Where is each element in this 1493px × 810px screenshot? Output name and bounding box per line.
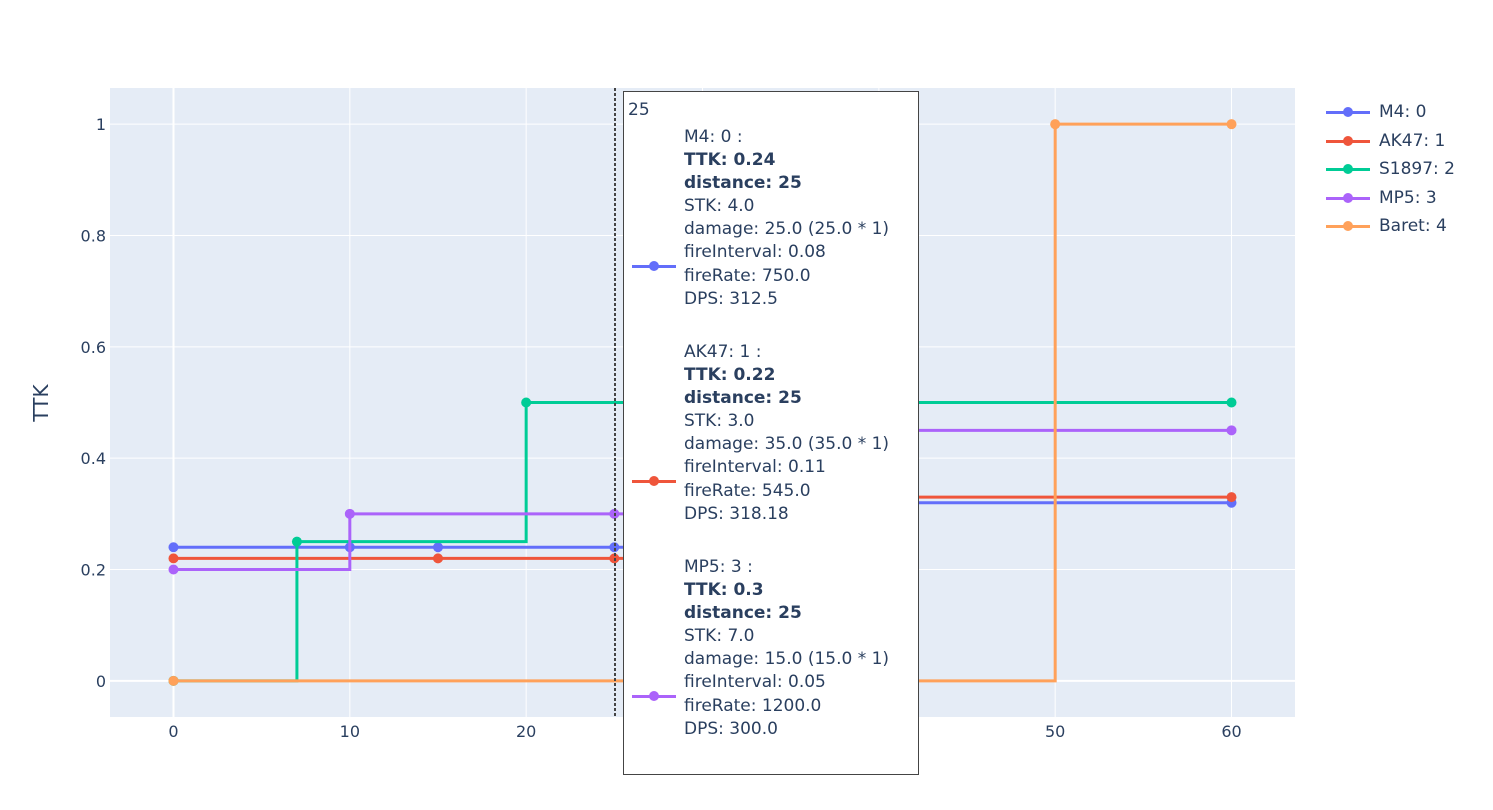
legend-item-s1897[interactable]: S1897: 2 — [1326, 155, 1455, 184]
legend-label: MP5: 3 — [1379, 187, 1437, 208]
hover-distance: distance: 25 — [684, 603, 802, 624]
hover-stk: STK: 3.0 — [684, 411, 755, 432]
y-tick-label: 0 — [96, 672, 106, 691]
y-tick-label: 0.4 — [81, 449, 106, 468]
hover-ttk: TTK: 0.3 — [684, 580, 764, 601]
data-point[interactable] — [168, 542, 179, 553]
data-point[interactable] — [521, 397, 532, 408]
legend: M4: 0 AK47: 1 S1897: 2 MP5: 3 Baret: 4 — [1326, 98, 1455, 241]
x-tick-label: 10 — [340, 722, 360, 741]
data-point[interactable] — [1226, 119, 1237, 130]
series-marker-icon — [632, 260, 676, 272]
hover-stk: STK: 7.0 — [684, 626, 755, 647]
data-point[interactable] — [432, 542, 443, 553]
hover-distance: distance: 25 — [684, 173, 802, 194]
y-axis-title: TTK — [29, 384, 53, 423]
y-tick-label: 0.6 — [81, 338, 106, 357]
hover-damage: damage: 35.0 (35.0 * 1) — [684, 434, 890, 455]
hover-dps: DPS: 312.5 — [684, 288, 778, 309]
legend-swatch-icon — [1326, 188, 1370, 208]
series-marker-icon — [632, 690, 676, 702]
data-point[interactable] — [168, 675, 179, 686]
y-tick-label: 0.8 — [81, 227, 106, 246]
data-point[interactable] — [1050, 119, 1061, 130]
legend-swatch-icon — [1326, 216, 1370, 236]
legend-item-m4[interactable]: M4: 0 — [1326, 98, 1455, 127]
hover-stk: STK: 4.0 — [684, 196, 755, 217]
hover-x-value: 25 — [628, 100, 650, 120]
hover-fire-rate: fireRate: 1200.0 — [684, 695, 822, 716]
legend-item-ak47[interactable]: AK47: 1 — [1326, 127, 1455, 156]
legend-item-mp5[interactable]: MP5: 3 — [1326, 184, 1455, 213]
hover-fire-interval: fireInterval: 0.05 — [684, 672, 826, 693]
data-point[interactable] — [291, 536, 302, 547]
data-point[interactable] — [609, 542, 620, 553]
x-tick-label: 0 — [168, 722, 178, 741]
y-tick-label: 1 — [96, 115, 106, 134]
legend-swatch-icon — [1326, 102, 1370, 122]
hover-header: AK47: 1 : — [684, 342, 762, 362]
data-point[interactable] — [168, 564, 179, 575]
hover-fire-rate: fireRate: 750.0 — [684, 265, 811, 286]
hover-dps: DPS: 318.18 — [684, 503, 789, 524]
legend-label: AK47: 1 — [1379, 130, 1446, 151]
hover-tooltip: 25 M4: 0 : TTK: 0.24 distance: 25 STK: 4… — [623, 91, 919, 775]
legend-label: M4: 0 — [1379, 102, 1427, 123]
legend-swatch-icon — [1326, 131, 1370, 151]
hover-dps: DPS: 300.0 — [684, 718, 778, 739]
y-tick-labels: 0 0.2 0.4 0.6 0.8 1 — [81, 115, 106, 691]
data-point[interactable] — [1226, 425, 1237, 436]
x-tick-label: 20 — [516, 722, 536, 741]
data-point[interactable] — [344, 508, 355, 519]
x-tick-label: 50 — [1045, 722, 1065, 741]
legend-label: S1897: 2 — [1379, 159, 1456, 180]
data-point[interactable] — [168, 553, 179, 564]
data-point[interactable] — [432, 553, 443, 564]
hover-fire-rate: fireRate: 545.0 — [684, 480, 811, 501]
data-point[interactable] — [1226, 397, 1237, 408]
hover-header: MP5: 3 : — [684, 557, 753, 577]
series-marker-icon — [632, 475, 676, 487]
hover-damage: damage: 15.0 (15.0 * 1) — [684, 649, 890, 670]
hover-distance: distance: 25 — [684, 388, 802, 409]
hover-fire-interval: fireInterval: 0.11 — [684, 457, 826, 478]
hover-damage: damage: 25.0 (25.0 * 1) — [684, 219, 890, 240]
legend-item-baret[interactable]: Baret: 4 — [1326, 212, 1455, 241]
hover-header: M4: 0 : — [684, 127, 743, 147]
hover-ttk: TTK: 0.24 — [684, 150, 776, 171]
hover-fire-interval: fireInterval: 0.08 — [684, 242, 826, 263]
x-tick-label: 60 — [1221, 722, 1241, 741]
y-tick-label: 0.2 — [81, 560, 106, 579]
hover-ttk: TTK: 0.22 — [684, 365, 776, 386]
data-point[interactable] — [1226, 492, 1237, 503]
legend-swatch-icon — [1326, 159, 1370, 179]
legend-label: Baret: 4 — [1379, 216, 1447, 237]
